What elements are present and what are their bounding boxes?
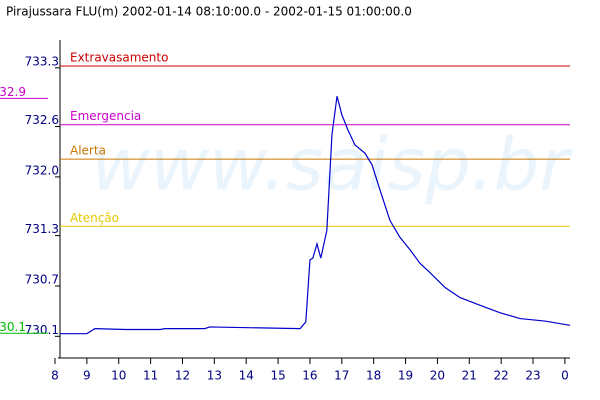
x-tick-label: 20 — [430, 369, 445, 383]
y-tick-label: 730.1 — [25, 323, 59, 337]
marker-label: 730.1 — [0, 320, 26, 334]
x-tick-label: 8 — [51, 369, 59, 383]
x-tick-label: 10 — [111, 369, 126, 383]
y-tick-label: 730.7 — [25, 272, 59, 286]
x-tick-label: 15 — [270, 369, 285, 383]
x-tick-label: 11 — [143, 369, 158, 383]
y-tick-label: 731.3 — [25, 222, 59, 236]
x-tick-label: 14 — [239, 369, 254, 383]
x-tick-label: 13 — [207, 369, 222, 383]
x-tick-label: 12 — [175, 369, 190, 383]
threshold-label: Alerta — [70, 144, 106, 158]
y-tick-label: 732.0 — [25, 163, 59, 177]
threshold-label: Emergencia — [70, 109, 141, 123]
x-tick-label: 17 — [334, 369, 349, 383]
x-tick-label: 0 — [561, 369, 569, 383]
x-tick-label: 18 — [366, 369, 381, 383]
threshold-label: Extravasamento — [70, 51, 168, 65]
y-tick-label: 733.3 — [25, 54, 59, 68]
y-tick-label: 732.6 — [25, 113, 59, 127]
threshold-label: Atenção — [70, 211, 119, 225]
x-tick-label: 9 — [83, 369, 91, 383]
x-tick-label: 19 — [398, 369, 413, 383]
x-tick-label: 16 — [302, 369, 317, 383]
chart-title: Pirajussara FLU(m) 2002-01-14 08:10:00.0… — [6, 5, 412, 19]
x-tick-label: 21 — [462, 369, 477, 383]
x-tick-label: 23 — [525, 369, 540, 383]
data-line — [60, 96, 571, 335]
x-tick-label: 22 — [494, 369, 509, 383]
marker-label: 732.9 — [0, 85, 26, 99]
